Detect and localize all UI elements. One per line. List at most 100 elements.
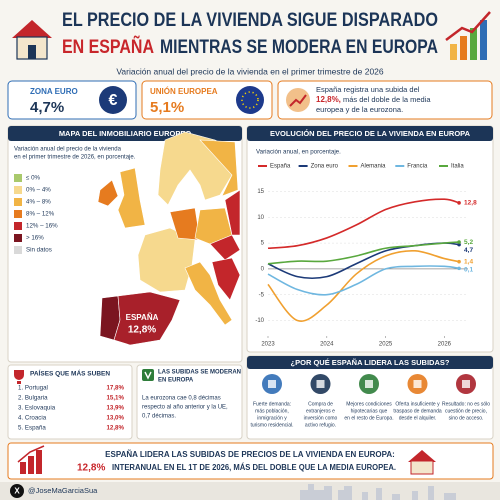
y-tick-label: -10 [255,318,264,324]
moderation-title: LAS SUBIDAS SE MODERAN [158,370,241,376]
kpi-label: ZONA EURO [30,87,78,96]
reason-text: traspaso de demanda [393,408,442,414]
top-title: PAÍSES QUE MÁS SUBEN [30,369,110,378]
footer-handle: @JoseMaGarciaSua [28,486,98,495]
chart-icon-part [480,20,487,60]
skyline [300,484,456,500]
banner-text: INTERANUAL EN EL 1T DE 2026, MÁS DEL DOB… [112,463,396,472]
moderation-title: EN EUROPA [158,378,194,384]
map-part [97,179,119,207]
title-highlight: EN ESPAÑA [62,36,154,58]
value-label: 4,7 [464,247,473,254]
reason-text: inversión como [304,415,338,421]
moderation-text: La eurozona cae 0,8 décimas [142,396,221,402]
banner-icon-part [36,450,42,474]
kpi-value: 4,7% [30,99,64,116]
chart-subtitle: Variación anual, en porcentaje. [256,149,341,156]
panel-title: MAPA DEL INMOBILIARIO EUROPEO [59,129,192,138]
banner-icon-part [17,445,45,463]
series-line [267,241,460,265]
reason-text: más población, [255,408,289,414]
banner-icon-part [28,456,34,474]
highlight-value: 12,8%, [316,95,341,104]
y-tick-label: 10 [257,215,264,221]
highlight-text: europea y de la eurozona. [316,105,403,114]
value-label: 5,2 [464,239,473,246]
map-description: Variación anual del precio de la viviend… [14,147,122,153]
top-list: 1. Portugal 17,8% 2. Bulgaria 15,1% 3. Eslov… [18,385,124,432]
series-line [267,249,460,322]
reason-text: inmigración y [257,415,287,421]
top-box [7,364,133,440]
x-logo [10,484,24,498]
reason-text: extranjeros e [306,408,335,414]
map-part [113,291,181,346]
country-name: 3. Eslovaquia [18,405,56,412]
reason-icon [413,380,422,388]
reasons-list: Fuerte demanda:más población,inmigración… [250,374,490,428]
legend-label: Italia [451,164,464,170]
map-part [224,189,241,236]
reason-text: turismo residencial. [250,422,293,428]
banner [7,442,494,480]
country-value: 12,8% [106,425,124,432]
footer [0,482,500,500]
legend-label: Francia [407,164,428,170]
spain-value: 12,8% [128,325,156,336]
banner-icon-part [410,460,434,475]
moderation-text: respecto al año anterior y la UE, [142,405,228,411]
chart-panel [246,125,494,353]
x-tick-label: 2023 [261,342,275,348]
legend-label: Zona euro [311,164,339,170]
banner-icon-part [408,450,436,462]
legend-label: 4% – 8% [26,199,51,206]
country-value: 13,9% [106,405,124,412]
country-name: 4. Croacia [18,415,47,422]
legend-label: Alemania [361,164,387,170]
end-point [457,266,461,271]
end-point [457,201,461,205]
house-icon [12,20,52,60]
legend-label: > 16% [26,235,44,242]
map-part [199,139,239,197]
series-line [267,265,460,296]
end-point [457,242,461,247]
banner-icon-part [20,462,26,474]
y-tick-label: -5 [259,292,265,298]
chart-icon-part [460,36,467,60]
value-label: 0,1 [464,266,473,273]
kpi-value: 5,1% [150,99,184,116]
chart-icon-part [445,11,491,41]
spain-label: ESPAÑA [126,313,159,322]
x-tick-label: 2026 [438,342,452,348]
moderation-box [136,364,243,440]
map [97,131,241,346]
y-tick-label: 0 [261,266,265,272]
down-icon [144,371,152,380]
euro-icon: € [109,92,118,109]
country-name: 5. España [18,425,46,432]
house-icon-part [12,20,52,38]
chart-icon-part [470,28,477,60]
y-tick-label: 15 [257,189,264,195]
euro-icon [99,86,127,114]
map-description: en el primer trimestre de 2026, en porce… [14,155,136,161]
legend-swatch [14,174,22,182]
banner-icon [17,445,436,475]
trophy-icon [14,370,24,384]
kpi-box [141,80,273,120]
reason-icon [316,380,325,388]
trend-icon [289,94,307,107]
series-line [267,198,460,250]
x-tick-label: 2024 [320,342,334,348]
legend-swatch [14,198,22,206]
reason-icon [462,380,470,388]
reason-text: cuestión de precio, [445,408,487,414]
legend-label: 0% – 4% [26,187,51,194]
legend-label: ≤ 0% [26,175,41,182]
eu-flag-stars [241,91,259,109]
line-chart: -10 -5 0 5 10 15 2023 2024 2025 2026 España Zona eu… [255,164,477,348]
chart-title: EVOLUCIÓN DEL PRECIO DE LA VIVIENDA EN E… [270,129,471,138]
reason-icon [268,380,276,388]
reason-icon [365,380,373,388]
